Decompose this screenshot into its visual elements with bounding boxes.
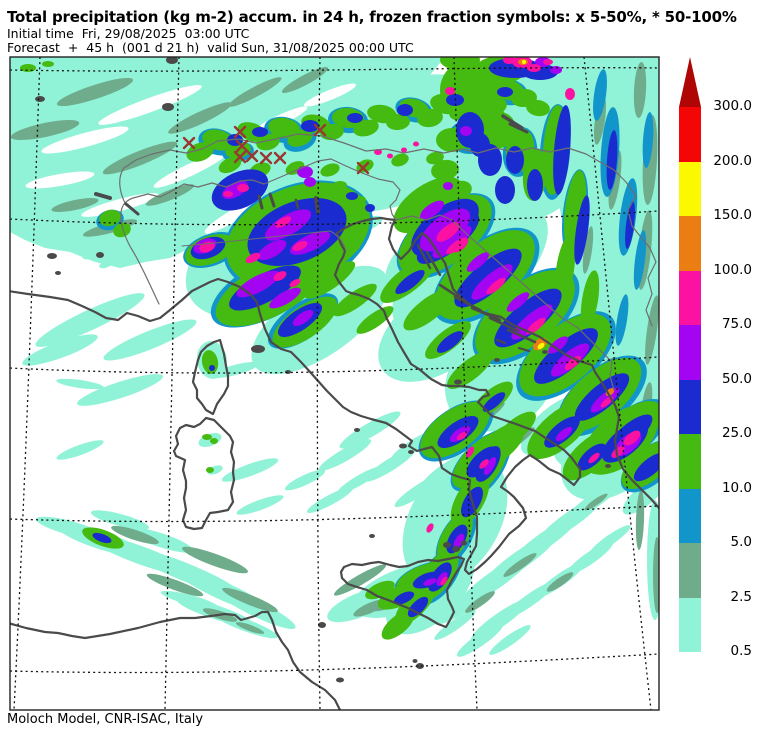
initial-time-label: Initial time Fri, 29/08/2025 03:00 UTC	[7, 26, 250, 41]
model-credit: Moloch Model, CNR-ISAC, Italy	[7, 712, 204, 727]
precipitation-field	[10, 57, 659, 657]
map-frame	[9, 56, 660, 711]
coastlines-borders	[10, 57, 659, 710]
forecast-valid-label: Forecast + 45 h (001 d 21 h) valid Sun, …	[7, 40, 414, 55]
frozen-fraction-x-symbols	[182, 123, 370, 175]
page-title: Total precipitation (kg m-2) accum. in 2…	[7, 8, 737, 26]
latlon-gridlines	[10, 57, 659, 710]
